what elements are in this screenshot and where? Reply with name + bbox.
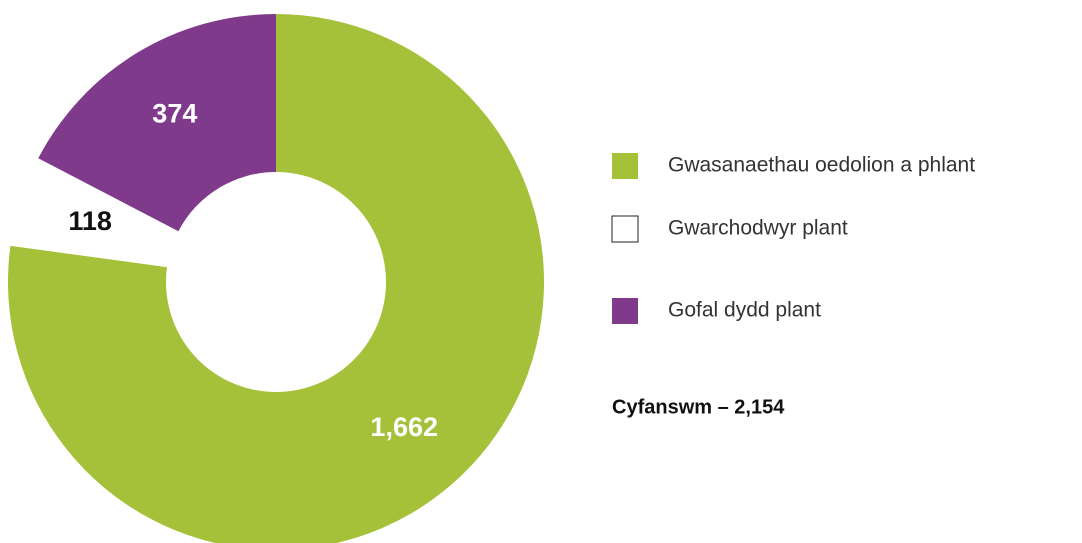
legend-swatch [612, 153, 638, 179]
data-label: 374 [152, 98, 197, 128]
slice [10, 158, 179, 268]
slice [8, 14, 544, 543]
total: Cyfanswm – 2,154 [612, 396, 785, 418]
legend-label: Gwarchodwyr plant [668, 217, 848, 240]
legend-swatch [611, 215, 639, 243]
slice [38, 14, 277, 232]
data-label: 118 [68, 206, 112, 236]
legend-swatch [612, 298, 638, 324]
data-label: 1,662 [370, 412, 438, 442]
legend-label: Gofal dydd plant [668, 299, 821, 322]
legend-label: Gwasanaethau oedolion a phlant [668, 154, 975, 177]
